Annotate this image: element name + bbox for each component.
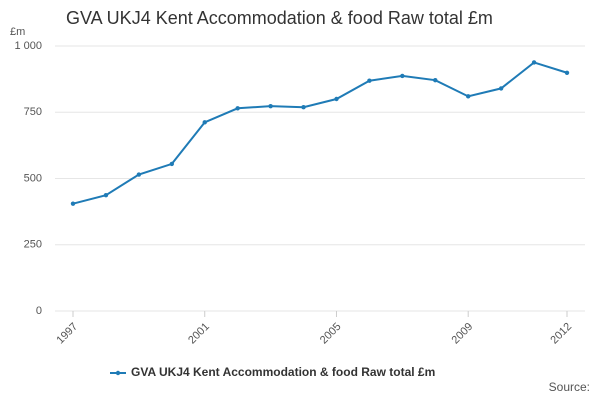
y-tick-label: 1 000	[14, 40, 42, 52]
x-tick-label: 1997	[54, 321, 80, 347]
point	[268, 103, 273, 109]
x-tick-label: 2012	[548, 321, 574, 347]
y-tick-label: 0	[36, 305, 42, 317]
point	[202, 120, 207, 125]
source: Source:	[549, 380, 590, 394]
y-tick-label: 750	[24, 106, 42, 118]
legend: GVA UKJ4 Kent Accommodation & food Raw t…	[110, 365, 435, 379]
series-line	[72, 61, 568, 205]
point	[334, 96, 339, 102]
point	[235, 106, 240, 111]
legend-label: GVA UKJ4 Kent Accommodation & food Raw t…	[131, 365, 435, 379]
point	[400, 73, 405, 79]
point	[367, 78, 372, 83]
legend-marker	[115, 370, 121, 376]
x-tick-label: 2005	[318, 321, 344, 347]
x-tick-label: 2001	[186, 321, 212, 347]
chart-title: GVA UKJ4 Kent Accommodation & food Raw t…	[66, 8, 493, 28]
point	[433, 77, 438, 83]
point	[169, 161, 174, 167]
point	[564, 70, 570, 75]
point	[301, 105, 306, 110]
point	[531, 60, 537, 65]
point	[70, 201, 76, 206]
x-tick-label: 2009	[450, 321, 476, 347]
point	[498, 86, 504, 91]
point	[466, 94, 471, 99]
point	[103, 192, 109, 198]
y-tick-label: 500	[24, 172, 42, 184]
y-unit: £m	[10, 26, 25, 38]
y-tick-label: 250	[24, 239, 42, 251]
point	[136, 172, 142, 177]
